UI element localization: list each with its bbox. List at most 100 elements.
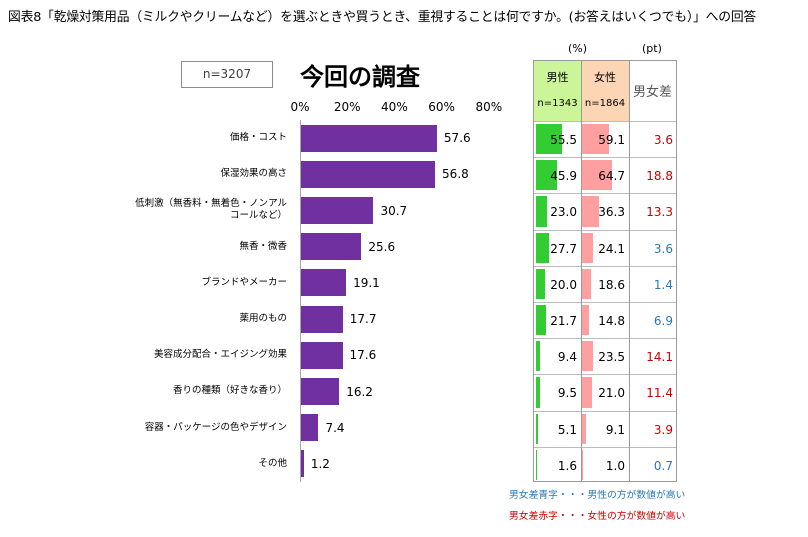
sample-size-box: n=3207 bbox=[181, 61, 273, 88]
table-row: 21.7 14.8 6.9 bbox=[534, 302, 676, 338]
female-bar bbox=[582, 377, 592, 408]
column-divider bbox=[629, 61, 630, 481]
category-label: 美容成分配合・エイジング効果 bbox=[153, 349, 287, 361]
male-value: 1.6 bbox=[557, 458, 577, 473]
y-axis-line bbox=[300, 120, 301, 482]
category-label-row: 無香・微香 bbox=[117, 229, 287, 265]
figure-title: 図表8「乾燥対策用品（ミルクやクリームなど）を選ぶときや買うとき、重視することは… bbox=[8, 10, 757, 25]
male-bar bbox=[536, 305, 546, 336]
male-bar bbox=[536, 160, 558, 191]
female-value: 64.7 bbox=[598, 169, 625, 184]
bar-value-label: 7.4 bbox=[325, 420, 345, 435]
table-row: 5.1 9.1 3.9 bbox=[534, 410, 676, 447]
bar-value-label: 16.2 bbox=[346, 384, 373, 399]
bar bbox=[301, 197, 374, 224]
table-unit-percent: (%) bbox=[568, 42, 588, 55]
bar-value-label: 30.7 bbox=[380, 203, 408, 218]
female-bar bbox=[582, 160, 612, 191]
male-bar bbox=[536, 232, 549, 263]
chart-heading: 今回の調査 bbox=[300, 63, 420, 91]
bar-value-label: 17.6 bbox=[349, 348, 377, 363]
x-tick-label: 20% bbox=[333, 100, 361, 114]
female-value: 21.0 bbox=[598, 386, 625, 401]
bar bbox=[301, 341, 343, 369]
bar bbox=[301, 450, 304, 478]
female-bar bbox=[582, 341, 593, 372]
gender-diff-value: 18.8 bbox=[646, 169, 673, 184]
bar bbox=[301, 305, 343, 333]
female-bar bbox=[582, 232, 594, 263]
bar bbox=[301, 269, 347, 297]
bar-value-label: 25.6 bbox=[368, 239, 396, 254]
table-unit-points: (pt) bbox=[642, 42, 662, 55]
male-value: 21.7 bbox=[550, 314, 577, 328]
x-tick-label: 40% bbox=[381, 100, 408, 114]
table-row: 9.4 23.5 14.1 bbox=[534, 338, 676, 374]
male-bar bbox=[536, 449, 537, 480]
male-value: 45.9 bbox=[550, 169, 577, 184]
category-label: 価格・コスト bbox=[229, 132, 287, 144]
gender-diff-value: 11.4 bbox=[646, 386, 673, 401]
bar bbox=[301, 160, 436, 188]
female-value: 24.1 bbox=[598, 241, 625, 256]
female-value: 14.8 bbox=[598, 314, 625, 328]
male-bar bbox=[536, 196, 547, 227]
bar-value-label: 57.6 bbox=[443, 131, 471, 146]
x-tick-label: 60% bbox=[428, 100, 455, 114]
category-label: 薬用のもの bbox=[239, 313, 287, 325]
male-bar bbox=[536, 124, 562, 155]
female-bar bbox=[582, 124, 610, 155]
bar-value-label: 1.2 bbox=[310, 456, 330, 471]
female-value: 23.5 bbox=[598, 350, 625, 365]
bar-value-label: 19.1 bbox=[353, 275, 380, 290]
bar bbox=[301, 414, 319, 442]
female-header: 女性 n=1864 bbox=[581, 61, 629, 121]
table-row: 9.5 21.0 11.4 bbox=[534, 374, 676, 410]
male-bar bbox=[536, 268, 546, 299]
category-label: 容器・パッケージの色やデザイン bbox=[144, 421, 287, 433]
bar-value-label: 56.8 bbox=[442, 167, 469, 182]
gender-diff-value: 3.9 bbox=[653, 422, 673, 437]
category-label-row: 美容成分配合・エイジング効果 bbox=[117, 337, 287, 373]
male-value: 9.4 bbox=[557, 350, 577, 365]
female-value: 59.1 bbox=[598, 133, 625, 147]
column-divider bbox=[581, 61, 582, 481]
table-row: 1.6 1.0 0.7 bbox=[534, 446, 676, 483]
female-sample-size: n=1864 bbox=[584, 98, 626, 109]
category-label: ブランドやメーカー bbox=[201, 276, 287, 288]
gender-diff-value: 6.9 bbox=[653, 314, 673, 328]
table-row: 55.5 59.1 3.6 bbox=[534, 121, 676, 157]
gender-diff-value: 1.4 bbox=[653, 277, 673, 292]
female-header-label: 女性 bbox=[594, 71, 616, 84]
male-bar bbox=[536, 413, 539, 444]
category-label-row: 低刺激（無香料・無着色・ノンアル コールなど） bbox=[117, 192, 287, 228]
gender-comparison-table: 男性 n=1343 女性 n=1864 男女差 55.5 59.1 3.6 45.9 6… bbox=[533, 60, 677, 482]
diff-header: 男女差 bbox=[629, 61, 676, 121]
table-row: 23.0 36.3 13.3 bbox=[534, 193, 676, 229]
female-value: 1.0 bbox=[605, 458, 625, 473]
table-row: 45.9 64.7 18.8 bbox=[534, 157, 676, 193]
gender-diff-value: 3.6 bbox=[653, 133, 673, 147]
male-value: 27.7 bbox=[550, 241, 577, 256]
category-label: その他 bbox=[258, 457, 287, 469]
male-value: 55.5 bbox=[550, 133, 577, 147]
table-row: 27.7 24.1 3.6 bbox=[534, 229, 676, 266]
female-bar bbox=[582, 196, 599, 227]
bar bbox=[301, 233, 362, 261]
male-bar bbox=[536, 341, 541, 372]
diff-header-label: 男女差 bbox=[632, 85, 672, 100]
male-value: 23.0 bbox=[550, 205, 577, 220]
male-value: 5.1 bbox=[557, 422, 577, 437]
x-tick-label: 0% bbox=[290, 100, 310, 114]
male-bar bbox=[536, 377, 541, 408]
female-value: 9.1 bbox=[605, 422, 625, 437]
male-header-label: 男性 bbox=[546, 71, 569, 84]
category-label: 低刺激（無香料・無着色・ノンアル コールなど） bbox=[135, 198, 287, 222]
category-label-row: 香りの種類（好きな香り） bbox=[117, 373, 287, 409]
female-bar bbox=[582, 413, 587, 444]
category-label-row: 保湿効果の高さ bbox=[117, 156, 287, 192]
note-red-legend: 男女差赤字・・・女性の方が数値が高い bbox=[509, 511, 686, 522]
category-label: 香りの種類（好きな香り） bbox=[172, 385, 287, 397]
category-label-row: その他 bbox=[117, 446, 287, 482]
